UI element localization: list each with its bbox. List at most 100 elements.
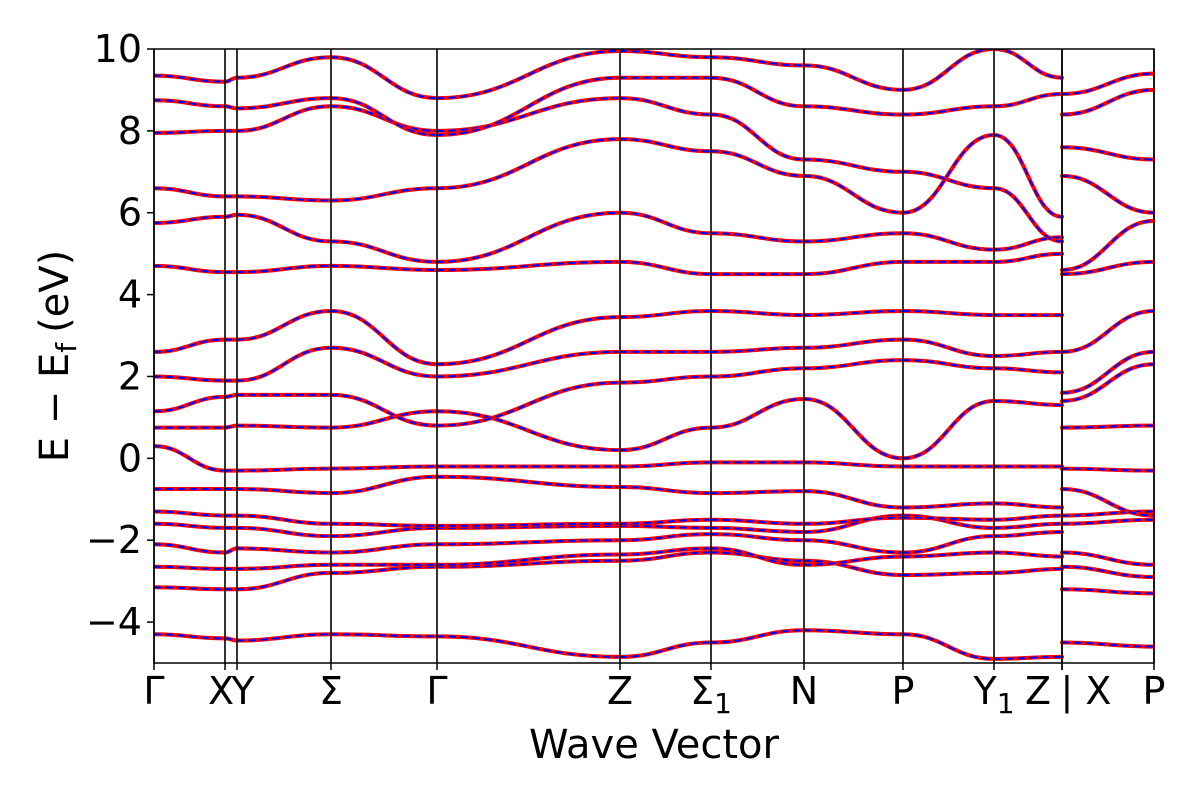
band-3-segment-10-spin-down — [1061, 551, 1154, 566]
band-1-segment-7-spin-down — [803, 559, 904, 576]
x-tick-label-10: Z — [1025, 669, 1051, 713]
x-tick-label-2: Y — [230, 669, 255, 713]
x-tick-label-0-text: Γ — [143, 669, 164, 713]
band-6-segment-7-spin-down — [803, 490, 904, 509]
band-5-segment-2-spin-down — [236, 514, 332, 525]
band-4-segment-3-spin-down — [330, 526, 438, 538]
band-14-segment-10-spin-down — [1061, 174, 1154, 214]
band-5-segment-10-spin-down — [1061, 510, 1154, 517]
x-axis-label: Wave Vector — [529, 722, 780, 768]
band-3-segment-9-spin-down — [993, 531, 1063, 538]
band-9-segment-8-spin-down — [902, 359, 995, 370]
band-1-segment-6-spin-down — [710, 551, 805, 562]
band-10-segment-9-spin-down — [993, 350, 1063, 357]
band-17-segment-2-spin-down — [236, 56, 332, 79]
band-11-segment-4-spin-down — [436, 316, 621, 366]
y-tick-label-3: 2 — [118, 354, 142, 398]
band-16-segment-0-spin-down — [154, 99, 226, 108]
band-0-segment-8-spin-down — [902, 633, 995, 660]
x-tick-label-9: Y1 — [972, 669, 1014, 720]
x-tick-label-7: N — [790, 669, 818, 713]
band-2-segment-0-spin-down — [154, 565, 226, 570]
band-13-segment-10-spin-down — [1061, 219, 1154, 271]
x-tick-label-6-text: Σ — [690, 669, 714, 713]
band-14-segment-3-spin-down — [330, 187, 438, 202]
band-9-segment-0-spin-down — [154, 395, 226, 413]
y-axis-label-main: E − E — [32, 353, 78, 463]
band-10-segment-6-spin-down — [710, 346, 805, 353]
x-tick-label-4: Γ — [426, 669, 447, 713]
band-14-segment-6-spin-down — [710, 150, 805, 177]
band-3-segment-0-spin-down — [154, 543, 226, 554]
band-3-segment-6-spin-down — [710, 533, 805, 542]
band-1-segment-9-spin-down — [993, 567, 1063, 574]
x-tick-label-5-text: Z — [607, 669, 633, 713]
band-9-segment-6-spin-down — [710, 367, 805, 378]
band-3-segment-7-spin-down — [803, 539, 904, 554]
band-12-segment-3-spin-down — [330, 264, 438, 271]
band-17-segment-6-spin-down — [710, 56, 805, 67]
band-13-segment-6-spin-down — [710, 232, 805, 243]
band-13-segment-9-spin-down — [993, 236, 1063, 251]
y-axis-label-sub: f — [50, 342, 83, 353]
plot-frame — [153, 48, 1155, 664]
band-5-segment-6-spin-down — [710, 518, 805, 525]
band-3-segment-4-spin-down — [436, 539, 621, 546]
band-7-segment-10-spin-down — [1061, 467, 1154, 472]
y-tick-label-2: 0 — [118, 436, 142, 480]
y-axis-label-unit: (eV) — [32, 250, 78, 333]
band-2-segment-7-spin-down — [803, 555, 904, 566]
band-6-segment-6-spin-down — [710, 490, 805, 495]
band-10-segment-4-spin-down — [436, 350, 621, 378]
band-11-segment-3-spin-down — [330, 310, 438, 366]
band-8-segment-9-spin-down — [993, 400, 1063, 407]
band-10-segment-3-spin-down — [330, 346, 438, 378]
band-6-segment-8-spin-down — [902, 502, 995, 509]
band-11-segment-0-spin-down — [154, 338, 226, 353]
band-17-segment-0-spin-down — [154, 74, 226, 83]
x-tick-label-11-text: | X — [1061, 669, 1112, 714]
band-13-segment-4-spin-down — [436, 211, 621, 263]
band-5-segment-4-spin-down — [436, 522, 621, 527]
band-7-segment-3-spin-down — [330, 465, 438, 470]
band-1-segment-3-spin-down — [330, 565, 438, 574]
band-4-segment-0-spin-down — [154, 522, 226, 529]
band-16-segment-2-spin-down — [236, 97, 332, 110]
band-11-segment-5-spin-down — [619, 310, 712, 319]
band-11-segment-8-spin-down — [902, 310, 995, 317]
x-tick-label-7-text: N — [790, 669, 818, 713]
band-8-segment-8-spin-down — [902, 400, 995, 460]
band-17-segment-7-spin-down — [803, 64, 904, 91]
band-15-segment-4-spin-down — [436, 97, 621, 132]
x-tick-label-5: Z — [607, 669, 633, 713]
band-16-segment-7-spin-down — [803, 105, 904, 116]
band-12-segment-0-spin-down — [154, 264, 226, 274]
band-0-segment-10-spin-down — [1061, 641, 1154, 648]
band-1-segment-4-spin-down — [436, 559, 621, 568]
band-0-segment-9-spin-down — [993, 655, 1063, 660]
band-17-segment-4-spin-down — [436, 50, 621, 100]
band-9-segment-7-spin-down — [803, 359, 904, 370]
x-tick-label-0: Γ — [143, 669, 164, 713]
band-10-segment-8-spin-down — [902, 338, 995, 357]
band-0-segment-5-spin-down — [619, 641, 712, 658]
band-8-segment-6-spin-down — [710, 398, 805, 429]
band-17-segment-10-spin-down — [1061, 72, 1154, 95]
band-7-segment-5-spin-down — [619, 461, 712, 468]
band-17-segment-5-spin-down — [619, 50, 712, 59]
band-5-segment-8-spin-down — [902, 516, 995, 521]
band-12-segment-5-spin-down — [619, 260, 712, 276]
band-15-segment-5-spin-down — [619, 97, 712, 116]
band-5-segment-7-spin-down — [803, 516, 904, 525]
band-17-segment-3-spin-down — [330, 56, 438, 100]
band-15-segment-0-spin-down — [154, 129, 226, 134]
band-2-segment-5-spin-down — [619, 547, 712, 556]
band-11-segment-6-spin-down — [710, 310, 805, 317]
band-8-segment-10-spin-down — [1061, 424, 1154, 429]
band-13-segment-7-spin-down — [803, 232, 904, 243]
band-8-segment-2-spin-down — [236, 424, 332, 429]
band-14-segment-4-spin-down — [436, 138, 621, 190]
y-tick-label-0: −4 — [86, 600, 142, 644]
band-1-segment-0-spin-down — [154, 586, 226, 591]
